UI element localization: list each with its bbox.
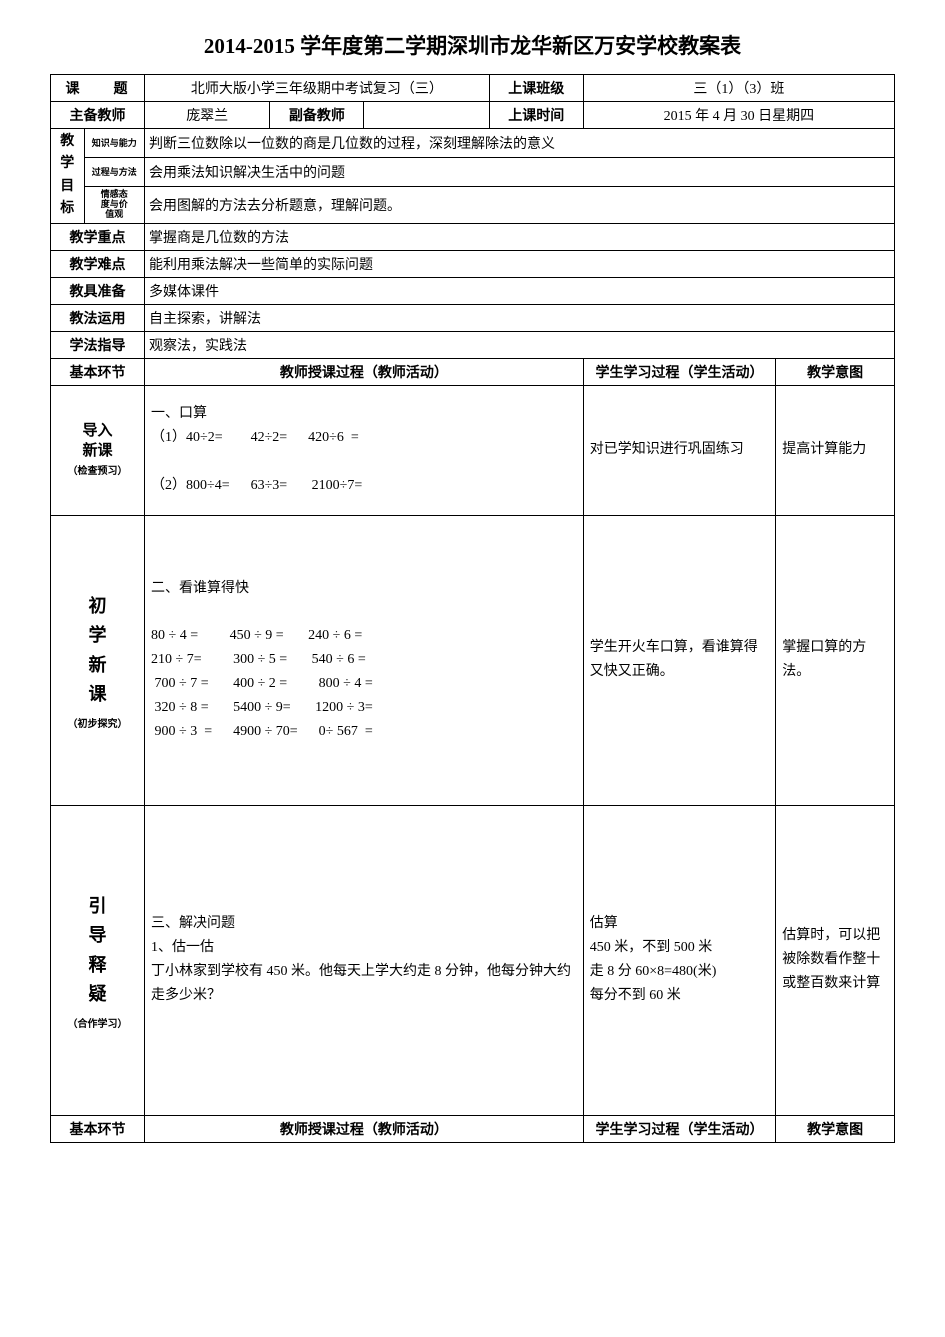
intent-header-bottom: 教学意图 <box>776 1115 895 1142</box>
method-label: 教法运用 <box>51 304 145 331</box>
main-teacher-label: 主备教师 <box>51 102 145 129</box>
stage-guide-label: 引 导 释 疑 （合作学习） <box>51 805 145 1115</box>
stage-intro-label: 导入 新课 （检查预习） <box>51 385 145 515</box>
sub-teacher-label: 副备教师 <box>270 102 364 129</box>
stage-intro-teacher: 一、口算 （1）40÷2= 42÷2= 420÷6 = （2）800÷4= 63… <box>145 385 584 515</box>
objective-knowledge-label: 知识与能力 <box>84 129 144 158</box>
stage-learn-label: 初 学 新 课 （初步探究） <box>51 515 145 805</box>
objective-values-label: 情感态度与价值观 <box>84 186 144 223</box>
difficulty-value: 能利用乘法解决一些简单的实际问题 <box>145 250 895 277</box>
time-label: 上课时间 <box>489 102 583 129</box>
objective-group-label: 教学目标 <box>51 129 85 224</box>
topic-value: 北师大版小学三年级期中考试复习（三） <box>145 75 490 102</box>
objective-values-value: 会用图解的方法去分析题意，理解问题。 <box>145 186 895 223</box>
intent-header: 教学意图 <box>776 358 895 385</box>
tool-label: 教具准备 <box>51 277 145 304</box>
segment-header-bottom: 基本环节 <box>51 1115 145 1142</box>
stage-guide-teacher: 三、解决问题 1、估一估 丁小林家到学校有 450 米。他每天上学大约走 8 分… <box>145 805 584 1115</box>
learnmethod-label: 学法指导 <box>51 331 145 358</box>
focus-label: 教学重点 <box>51 223 145 250</box>
time-value: 2015 年 4 月 30 日星期四 <box>583 102 894 129</box>
objective-process-value: 会用乘法知识解决生活中的问题 <box>145 157 895 186</box>
stage-intro-student: 对已学知识进行巩固练习 <box>583 385 776 515</box>
student-activity-header: 学生学习过程（学生活动） <box>583 358 776 385</box>
teacher-activity-header: 教师授课过程（教师活动） <box>145 358 584 385</box>
learnmethod-value: 观察法，实践法 <box>145 331 895 358</box>
stage-guide-intent: 估算时，可以把被除数看作整十或整百数来计算 <box>776 805 895 1115</box>
main-teacher-value: 庞翠兰 <box>145 102 270 129</box>
stage-learn-intent: 掌握口算的方法。 <box>776 515 895 805</box>
lesson-plan-table: 课 题 北师大版小学三年级期中考试复习（三） 上课班级 三（1）（3）班 主备教… <box>50 74 895 1143</box>
method-value: 自主探索，讲解法 <box>145 304 895 331</box>
stage-guide-student: 估算 450 米，不到 500 米 走 8 分 60×8=480(米) 每分不到… <box>583 805 776 1115</box>
objective-knowledge-value: 判断三位数除以一位数的商是几位数的过程，深刻理解除法的意义 <box>145 129 895 158</box>
stage-learn-teacher: 二、看谁算得快 80 ÷ 4 = 450 ÷ 9 = 240 ÷ 6 = 210… <box>145 515 584 805</box>
focus-value: 掌握商是几位数的方法 <box>145 223 895 250</box>
teacher-activity-header-bottom: 教师授课过程（教师活动） <box>145 1115 584 1142</box>
topic-label: 课 题 <box>51 75 145 102</box>
class-label: 上课班级 <box>489 75 583 102</box>
class-value: 三（1）（3）班 <box>583 75 894 102</box>
stage-intro-intent: 提高计算能力 <box>776 385 895 515</box>
sub-teacher-value <box>364 102 489 129</box>
page-title: 2014-2015 学年度第二学期深圳市龙华新区万安学校教案表 <box>50 30 895 60</box>
objective-process-label: 过程与方法 <box>84 157 144 186</box>
difficulty-label: 教学难点 <box>51 250 145 277</box>
segment-header: 基本环节 <box>51 358 145 385</box>
stage-learn-student: 学生开火车口算，看谁算得又快又正确。 <box>583 515 776 805</box>
tool-value: 多媒体课件 <box>145 277 895 304</box>
student-activity-header-bottom: 学生学习过程（学生活动） <box>583 1115 776 1142</box>
